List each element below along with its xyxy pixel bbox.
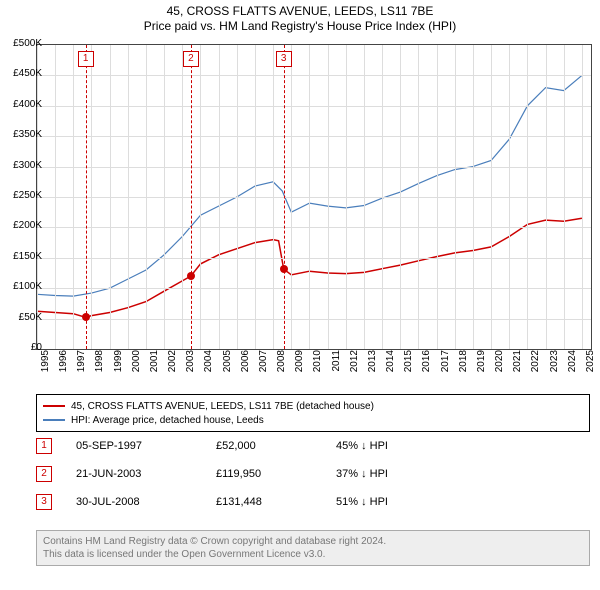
transaction-number-badge: 1	[36, 438, 52, 454]
chart-title: 45, CROSS FLATTS AVENUE, LEEDS, LS11 7BE	[0, 0, 600, 18]
transaction-hpi-diff: 37% ↓ HPI	[336, 468, 456, 480]
x-axis-label: 2005	[222, 350, 233, 378]
transaction-badge: 3	[276, 51, 292, 67]
transaction-hpi-diff: 45% ↓ HPI	[336, 440, 456, 452]
plot-area: 1 2 3	[36, 44, 592, 350]
transaction-date: 05-SEP-1997	[76, 440, 216, 452]
x-axis-label: 2019	[476, 350, 487, 378]
x-axis-label: 2006	[240, 350, 251, 378]
transaction-badge: 1	[78, 51, 94, 67]
x-axis-label: 2002	[167, 350, 178, 378]
transaction-dot	[82, 313, 90, 321]
x-axis-label: 1995	[40, 350, 51, 378]
transaction-price: £131,448	[216, 496, 336, 508]
transaction-date: 30-JUL-2008	[76, 496, 216, 508]
x-axis-label: 2009	[294, 350, 305, 378]
legend: 45, CROSS FLATTS AVENUE, LEEDS, LS11 7BE…	[36, 394, 590, 432]
legend-label-property: 45, CROSS FLATTS AVENUE, LEEDS, LS11 7BE…	[71, 401, 374, 412]
transaction-number-badge: 3	[36, 494, 52, 510]
x-axis-label: 2008	[276, 350, 287, 378]
x-axis-label: 2023	[549, 350, 560, 378]
transaction-dot	[187, 272, 195, 280]
x-axis-label: 2000	[131, 350, 142, 378]
x-axis-label: 2016	[421, 350, 432, 378]
transaction-number-badge: 2	[36, 466, 52, 482]
transaction-dot	[280, 265, 288, 273]
y-axis-label: £50K	[2, 312, 42, 323]
x-axis-label: 2024	[567, 350, 578, 378]
y-axis-label: £250K	[2, 190, 42, 201]
transaction-row: 1 05-SEP-1997£52,00045% ↓ HPI	[36, 432, 590, 460]
transaction-hpi-diff: 51% ↓ HPI	[336, 496, 456, 508]
x-axis-label: 2001	[149, 350, 160, 378]
transaction-row: 3 30-JUL-2008£131,44851% ↓ HPI	[36, 488, 590, 516]
chart-subtitle: Price paid vs. HM Land Registry's House …	[0, 18, 600, 37]
x-axis-label: 2011	[331, 350, 342, 378]
attribution-footer: Contains HM Land Registry data © Crown c…	[36, 530, 590, 566]
y-axis-label: £0	[2, 342, 42, 353]
transaction-price: £52,000	[216, 440, 336, 452]
x-axis-label: 1997	[76, 350, 87, 378]
transaction-date: 21-JUN-2003	[76, 468, 216, 480]
footer-line-1: Contains HM Land Registry data © Crown c…	[43, 535, 583, 548]
x-axis-label: 2021	[512, 350, 523, 378]
transaction-row: 2 21-JUN-2003£119,95037% ↓ HPI	[36, 460, 590, 488]
x-axis-label: 2022	[530, 350, 541, 378]
transaction-badge: 2	[183, 51, 199, 67]
x-axis-label: 2014	[385, 350, 396, 378]
x-axis-label: 1999	[113, 350, 124, 378]
legend-item-property: 45, CROSS FLATTS AVENUE, LEEDS, LS11 7BE…	[43, 399, 583, 413]
y-axis-label: £300K	[2, 160, 42, 171]
y-axis-label: £400K	[2, 99, 42, 110]
y-axis-label: £100K	[2, 281, 42, 292]
footer-line-2: This data is licensed under the Open Gov…	[43, 548, 583, 561]
y-axis-label: £500K	[2, 38, 42, 49]
x-axis-label: 2004	[203, 350, 214, 378]
x-axis-label: 2003	[185, 350, 196, 378]
y-axis-label: £200K	[2, 220, 42, 231]
x-axis-label: 2018	[458, 350, 469, 378]
x-axis-label: 2010	[312, 350, 323, 378]
x-axis-label: 2013	[367, 350, 378, 378]
x-axis-label: 1998	[94, 350, 105, 378]
y-axis-label: £150K	[2, 251, 42, 262]
y-axis-label: £450K	[2, 68, 42, 79]
x-axis-label: 2025	[585, 350, 596, 378]
chart-container: 45, CROSS FLATTS AVENUE, LEEDS, LS11 7BE…	[0, 0, 600, 590]
x-axis-label: 2007	[258, 350, 269, 378]
y-axis-label: £350K	[2, 129, 42, 140]
transaction-price: £119,950	[216, 468, 336, 480]
legend-swatch-hpi	[43, 419, 65, 421]
x-axis-label: 2020	[494, 350, 505, 378]
legend-item-hpi: HPI: Average price, detached house, Leed…	[43, 413, 583, 427]
transaction-table: 1 05-SEP-1997£52,00045% ↓ HPI 2 21-JUN-2003…	[36, 432, 590, 516]
legend-swatch-property	[43, 405, 65, 407]
x-axis-label: 2015	[403, 350, 414, 378]
x-axis-label: 1996	[58, 350, 69, 378]
x-axis-label: 2017	[440, 350, 451, 378]
x-axis-label: 2012	[349, 350, 360, 378]
legend-label-hpi: HPI: Average price, detached house, Leed…	[71, 415, 264, 426]
